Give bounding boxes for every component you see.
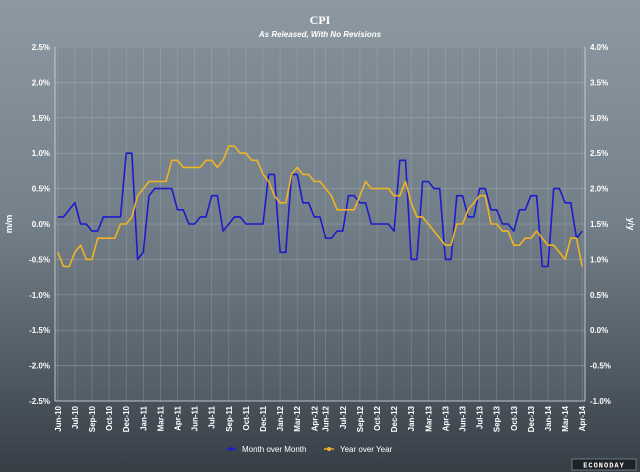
y-axis-right: 4.0% 3.5% 3.0% 2.5% 2.0% 1.5% 1.0% 0.5% 0.0% -0.5… [584, 43, 611, 406]
legend-item-month-over-month: Month over Month [226, 445, 306, 454]
brand-logo: ECONODAY [583, 463, 625, 471]
y-right-tick-label: 3.5% [590, 78, 608, 87]
x-tick-label: Jan-11 [139, 405, 148, 430]
y-left-tick-label: 1.0% [32, 149, 50, 158]
legend-marker-year-over-year [327, 447, 331, 451]
x-tick-label: Jul-12 [339, 405, 348, 429]
legend-marker-month-over-month [229, 447, 233, 451]
x-tick-label: Jan-12 [276, 405, 285, 431]
y-left-tick-label: -2.0% [29, 362, 50, 371]
x-tick-label: Jun-11 [191, 405, 200, 431]
series-line-year-over-year [57, 145, 583, 268]
y-left-tick-label: -1.0% [29, 291, 50, 300]
series-line-month-over-month [57, 152, 583, 268]
x-tick-label: Jul-11 [208, 405, 217, 428]
x-tick-label: Jun-10 [54, 405, 63, 431]
y-left-tick-label: -0.5% [29, 255, 50, 264]
brand-badge-background [571, 458, 637, 471]
y-right-tick-label: -0.5% [590, 362, 611, 371]
y-right-tick-label: 1.0% [590, 255, 608, 264]
x-tick-label: Mar-11 [156, 405, 165, 431]
x-tick-label: Mar-14 [561, 405, 570, 431]
x-axis: Jun-10 Jul-10 Sep-10 Oct-10 Dec-10 Jan-11 Mar-… [54, 400, 587, 432]
y-right-tick-label: 0.5% [590, 291, 608, 300]
y-axis-right-title: y/y [626, 218, 636, 231]
x-tick-label: Apr-11 [174, 405, 183, 430]
x-tick-label: Apr-13 [441, 405, 450, 431]
x-tick-label: Dec-13 [527, 405, 536, 432]
y-left-tick-label: 0.5% [32, 185, 50, 194]
x-tick-label: Sep-13 [493, 405, 502, 432]
y-right-tick-label: 3.0% [590, 114, 608, 123]
x-tick-label: Jun-13 [458, 405, 467, 431]
x-tick-label: Oct-12 [373, 405, 382, 430]
x-tick-label: Jun-12 [322, 405, 331, 431]
legend-label-month-over-month: Month over Month [242, 445, 306, 454]
y-right-tick-label: 0.0% [590, 326, 608, 335]
x-tick-label: Jul-10 [71, 405, 80, 429]
y-left-tick-label: 1.5% [32, 114, 50, 123]
x-tick-label: Mar-13 [424, 405, 433, 431]
y-right-tick-label: 2.0% [590, 185, 608, 194]
x-tick-label: Jul-13 [476, 405, 485, 429]
x-tick-label: Dec-11 [259, 405, 268, 431]
x-tick-label: Apr-12 [310, 405, 319, 431]
y-right-tick-label: 4.0% [590, 43, 608, 52]
x-tick-label: Jan-14 [544, 405, 553, 431]
y-right-tick-label: -1.0% [590, 397, 611, 406]
x-tick-label: Oct-11 [242, 405, 251, 430]
y-left-tick-label: 2.5% [32, 43, 50, 52]
brand-badge: ECONODAY [571, 458, 637, 471]
x-tick-label: Sep-12 [356, 405, 365, 432]
x-tick-label: Apr-14 [578, 405, 587, 431]
y-right-tick-label: 2.5% [590, 149, 608, 158]
x-tick-label: Oct-13 [510, 405, 519, 430]
chart-subtitle: As Released, With No Revisions [258, 30, 382, 39]
y-left-tick-label: 2.0% [32, 78, 50, 87]
y-right-tick-label: 1.5% [590, 220, 608, 229]
y-left-tick-label: 0.0% [32, 220, 50, 229]
y-left-tick-label: -1.5% [29, 326, 50, 335]
x-tick-label: Dec-12 [390, 405, 399, 432]
x-tick-label: Dec-10 [122, 405, 131, 432]
y-left-tick-label: -2.5% [29, 397, 50, 406]
legend: Month over Month Year over Year [226, 445, 393, 454]
x-tick-label: Mar-12 [293, 405, 302, 431]
x-tick-label: Oct-10 [105, 405, 114, 430]
x-tick-label: Sep-10 [88, 405, 97, 432]
x-tick-label: Sep-11 [225, 405, 234, 431]
x-tick-label: Jan-13 [407, 405, 416, 431]
legend-label-year-over-year: Year over Year [340, 445, 393, 454]
legend-item-year-over-year: Year over Year [324, 445, 393, 454]
y-axis-left: 2.5% 2.0% 1.5% 1.0% 0.5% 0.0% -0.5% -1.0% -1.5% -… [29, 43, 56, 406]
y-axis-left-title: m/m [4, 215, 14, 234]
chart-title: CPI [310, 13, 331, 27]
